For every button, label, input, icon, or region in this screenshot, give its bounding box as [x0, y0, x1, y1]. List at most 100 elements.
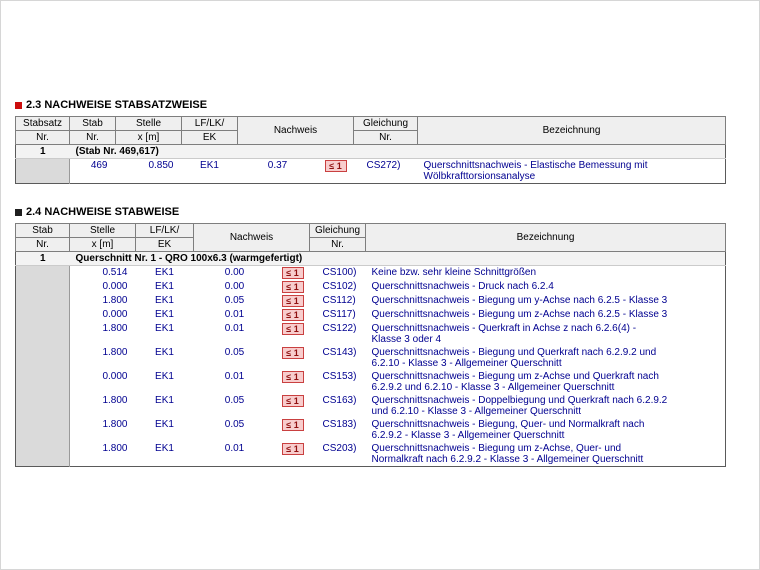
criterion-badge: ≤ 1 [281, 395, 304, 407]
criterion-badge: ≤ 1 [281, 267, 304, 279]
cell-gleichung: CS153) [322, 371, 357, 382]
cell-criterion: ≤ 1 [276, 394, 310, 418]
header-stelle: Stelle [69, 223, 136, 238]
section-title-text: 2.3 NACHWEISE STABSATZWEISE [26, 99, 208, 111]
header-stabsatz-unit: Nr. [15, 130, 70, 145]
cell-ek: EK1 [155, 419, 174, 430]
cell-gleichung: CS163) [322, 395, 357, 406]
table-row: 1.800 EK1 0.01 ≤ 1 CS203) Querschnittsna… [15, 442, 726, 467]
cell-criterion: ≤ 1 [318, 159, 354, 184]
row-gutter [15, 394, 70, 418]
stab-results-table: Stab Stelle LF/LK/ Nachweis Gleichung Be… [15, 223, 727, 467]
cell-gleichung: CS203) [322, 443, 357, 454]
cell-stelle: 0.000 [102, 309, 128, 320]
header-lflk: LF/LK/ [181, 116, 238, 131]
cell-bezeichnung: Querschnittsnachweis - Biegung um z-Achs… [371, 309, 668, 320]
row-gutter [15, 370, 70, 394]
cell-gleichung: CS183) [322, 419, 357, 430]
cell-criterion: ≤ 1 [276, 308, 310, 322]
cell-nachweis-ratio: 0.01 [224, 323, 245, 334]
row-gutter [15, 346, 70, 370]
cell-bezeichnung: Querschnittsnachweis - Biegung um z-Achs… [371, 371, 659, 393]
cell-criterion: ≤ 1 [276, 294, 310, 308]
row-gutter [15, 280, 70, 294]
header-bezeichnung: Bezeichnung [417, 116, 727, 145]
row-gutter [15, 442, 70, 467]
header-stab-unit: Nr. [69, 130, 116, 145]
cell-criterion: ≤ 1 [276, 442, 310, 467]
cell-ek: EK1 [155, 347, 174, 358]
section-2-4: 2.4 NACHWEISE STABWEISE Stab Stelle LF/L… [15, 206, 745, 467]
header-row-2: Nr. x [m] EK Nr. [15, 237, 726, 252]
cell-gleichung: CS143) [322, 347, 357, 358]
cell-ek: EK1 [155, 309, 174, 320]
cell-ek: EK1 [155, 443, 174, 454]
table-row: 1.800 EK1 0.05 ≤ 1 CS163) Querschnittsna… [15, 394, 726, 418]
criterion-badge: ≤ 1 [281, 309, 304, 321]
cell-nachweis-ratio: 0.05 [224, 347, 245, 358]
cell-bezeichnung: Querschnittsnachweis - Doppelbiegung und… [371, 395, 668, 417]
stabsatz-results-table: Stabsatz Stab Stelle LF/LK/ Nachweis Gle… [15, 116, 727, 184]
cell-bezeichnung: Querschnittsnachweis - Biegung, Quer- un… [371, 419, 645, 441]
criterion-badge: ≤ 1 [281, 419, 304, 431]
cell-stab: 469 [90, 160, 108, 171]
header-stab: Stab [15, 223, 70, 238]
header-gleichung-unit: Nr. [309, 237, 367, 252]
table-row: 0.000 EK1 0.00 ≤ 1 CS102) Querschnittsna… [15, 280, 726, 294]
cell-bezeichnung: Querschnittsnachweis - Druck nach 6.2.4 [371, 281, 554, 292]
cell-nachweis-ratio: 0.05 [224, 419, 245, 430]
header-gleichung: Gleichung [309, 223, 367, 238]
criterion-badge: ≤ 1 [324, 160, 347, 172]
criterion-badge: ≤ 1 [281, 371, 304, 383]
row-gutter [15, 158, 70, 184]
cell-ek: EK1 [155, 281, 174, 292]
cell-stelle: 1.800 [102, 347, 128, 358]
section-2-3-heading: 2.3 NACHWEISE STABSATZWEISE [15, 99, 745, 111]
header-row-1: Stab Stelle LF/LK/ Nachweis Gleichung Be… [15, 223, 727, 252]
cell-bezeichnung: Querschnittsnachweis - Biegung um y-Achs… [371, 295, 668, 306]
cell-nachweis-ratio: 0.01 [224, 443, 245, 454]
header-lflk-unit: EK [181, 130, 238, 145]
cell-stelle: 1.800 [102, 295, 128, 306]
cell-bezeichnung: Querschnittsnachweis - Biegung und Querk… [371, 347, 657, 369]
header-bezeichnung: Bezeichnung [365, 223, 727, 252]
header-stab: Stab [69, 116, 116, 131]
cell-stelle: 0.514 [102, 267, 128, 278]
row-gutter [15, 418, 70, 442]
cell-criterion: ≤ 1 [276, 418, 310, 442]
section-2-4-heading: 2.4 NACHWEISE STABWEISE [15, 206, 745, 218]
cell-criterion: ≤ 1 [276, 346, 310, 370]
group-row: 1 (Stab Nr. 469,617) [15, 144, 726, 159]
cell-gleichung: CS112) [322, 295, 356, 306]
cell-nachweis-ratio: 0.01 [224, 371, 245, 382]
cell-nachweis-ratio: 0.05 [224, 295, 245, 306]
header-gleichung-unit: Nr. [353, 130, 419, 145]
row-gutter [15, 322, 70, 346]
cell-nachweis-ratio: 0.37 [267, 160, 288, 171]
cell-gleichung: CS272) [366, 160, 401, 171]
table-row: 1.800 EK1 0.05 ≤ 1 CS143) Querschnittsna… [15, 346, 726, 370]
table-row: 0.514 EK1 0.00 ≤ 1 CS100) Keine bzw. seh… [15, 265, 726, 280]
group-id: 1 [15, 144, 70, 159]
row-gutter [15, 265, 70, 280]
cell-stelle: 1.800 [102, 443, 128, 454]
table-row: 0.000 EK1 0.01 ≤ 1 CS117) Querschnittsna… [15, 308, 726, 322]
cell-criterion: ≤ 1 [276, 322, 310, 346]
cell-stelle: 1.800 [102, 323, 128, 334]
group-label: Querschnitt Nr. 1 - QRO 100x6.3 (warmgef… [69, 251, 726, 266]
criterion-badge: ≤ 1 [281, 443, 304, 455]
cell-gleichung: CS102) [322, 281, 357, 292]
header-stab-unit: Nr. [15, 237, 70, 252]
cell-criterion: ≤ 1 [276, 280, 310, 294]
header-stelle-unit: x [m] [115, 130, 182, 145]
header-row-1: Stabsatz Stab Stelle LF/LK/ Nachweis Gle… [15, 116, 727, 145]
header-nachweis: Nachweis [236, 116, 355, 145]
group-row: 1 Querschnitt Nr. 1 - QRO 100x6.3 (warmg… [15, 251, 726, 266]
header-row-2: Nr. Nr. x [m] EK Nr. [15, 130, 726, 145]
section-marker-icon [15, 208, 22, 216]
cell-ek: EK1 [155, 395, 174, 406]
section-title-text: 2.4 NACHWEISE STABWEISE [26, 206, 180, 218]
cell-nachweis-ratio: 0.05 [224, 395, 245, 406]
group-label: (Stab Nr. 469,617) [69, 144, 726, 159]
